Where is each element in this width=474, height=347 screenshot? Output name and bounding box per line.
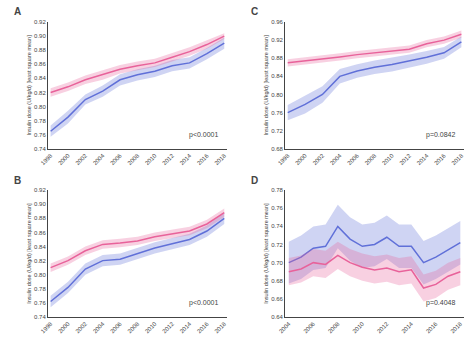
svg-text:2002: 2002 bbox=[74, 320, 88, 334]
svg-text:0.80: 0.80 bbox=[34, 104, 46, 110]
svg-text:2014: 2014 bbox=[179, 320, 193, 334]
svg-text:0.76: 0.76 bbox=[34, 132, 46, 138]
svg-text:Insulin dose (U/kg/d) [least s: Insulin dose (U/kg/d) [least square mean… bbox=[26, 203, 32, 304]
svg-text:A: A bbox=[14, 6, 21, 17]
svg-text:0.70: 0.70 bbox=[271, 260, 283, 266]
svg-text:2008: 2008 bbox=[327, 320, 341, 334]
svg-text:0.80: 0.80 bbox=[34, 272, 46, 278]
svg-text:0.86: 0.86 bbox=[34, 61, 46, 67]
svg-text:2010: 2010 bbox=[144, 152, 158, 166]
svg-text:B: B bbox=[14, 175, 21, 186]
svg-text:2010: 2010 bbox=[144, 320, 158, 334]
svg-text:2004: 2004 bbox=[92, 152, 106, 166]
svg-text:2018: 2018 bbox=[213, 320, 227, 334]
svg-text:0.88: 0.88 bbox=[34, 47, 46, 53]
svg-text:p<0.0001: p<0.0001 bbox=[189, 299, 218, 307]
svg-text:2004: 2004 bbox=[92, 320, 106, 334]
svg-text:0.76: 0.76 bbox=[271, 205, 283, 211]
svg-text:2000: 2000 bbox=[57, 320, 71, 334]
svg-text:0.78: 0.78 bbox=[34, 286, 46, 292]
svg-text:2018: 2018 bbox=[213, 152, 227, 166]
svg-text:D: D bbox=[251, 175, 258, 186]
svg-text:2000: 2000 bbox=[57, 152, 71, 166]
svg-text:0.72: 0.72 bbox=[271, 128, 283, 134]
svg-text:0.84: 0.84 bbox=[34, 244, 46, 250]
svg-text:2012: 2012 bbox=[398, 152, 412, 166]
svg-text:0.78: 0.78 bbox=[34, 118, 46, 124]
svg-text:2016: 2016 bbox=[196, 320, 210, 334]
svg-text:2012: 2012 bbox=[161, 320, 175, 334]
svg-text:p=0.0842: p=0.0842 bbox=[426, 131, 455, 139]
svg-text:0.82: 0.82 bbox=[34, 258, 46, 264]
svg-text:2016: 2016 bbox=[196, 152, 210, 166]
svg-text:0.68: 0.68 bbox=[271, 278, 283, 284]
svg-text:0.90: 0.90 bbox=[34, 201, 46, 207]
svg-text:2014: 2014 bbox=[400, 320, 414, 334]
svg-text:2014: 2014 bbox=[416, 152, 430, 166]
svg-text:0.88: 0.88 bbox=[271, 55, 283, 61]
svg-text:2016: 2016 bbox=[433, 152, 447, 166]
svg-text:2008: 2008 bbox=[127, 152, 141, 166]
svg-text:0.68: 0.68 bbox=[271, 146, 283, 152]
svg-text:2006: 2006 bbox=[109, 320, 123, 334]
svg-text:2000: 2000 bbox=[294, 152, 308, 166]
svg-text:0.78: 0.78 bbox=[271, 187, 283, 193]
svg-text:0.92: 0.92 bbox=[34, 187, 46, 193]
svg-text:0.74: 0.74 bbox=[271, 223, 283, 229]
svg-text:0.80: 0.80 bbox=[271, 92, 283, 98]
svg-text:0.74: 0.74 bbox=[34, 146, 46, 152]
svg-text:0.90: 0.90 bbox=[34, 33, 46, 39]
svg-text:0.72: 0.72 bbox=[271, 242, 283, 248]
svg-text:2004: 2004 bbox=[278, 320, 292, 334]
svg-text:2006: 2006 bbox=[302, 320, 316, 334]
svg-text:0.88: 0.88 bbox=[34, 215, 46, 221]
svg-text:2014: 2014 bbox=[179, 152, 193, 166]
svg-text:p<0.0001: p<0.0001 bbox=[189, 131, 218, 139]
svg-text:0.76: 0.76 bbox=[34, 300, 46, 306]
svg-text:Insulin dose (U/kg/d) [least s: Insulin dose (U/kg/d) [least square mean… bbox=[263, 203, 269, 304]
svg-text:0.74: 0.74 bbox=[34, 314, 46, 320]
svg-text:2006: 2006 bbox=[346, 152, 360, 166]
svg-text:2004: 2004 bbox=[329, 152, 343, 166]
svg-text:1998: 1998 bbox=[40, 152, 54, 166]
svg-text:0.92: 0.92 bbox=[34, 19, 46, 25]
svg-text:0.84: 0.84 bbox=[271, 73, 283, 79]
svg-text:1998: 1998 bbox=[277, 152, 291, 166]
svg-text:Insulin dose (U/kg/d) [least s: Insulin dose (U/kg/d) [least square mean… bbox=[26, 35, 32, 136]
svg-text:0.92: 0.92 bbox=[271, 37, 283, 43]
svg-text:2002: 2002 bbox=[74, 152, 88, 166]
svg-text:2012: 2012 bbox=[376, 320, 390, 334]
svg-text:0.76: 0.76 bbox=[271, 110, 283, 116]
svg-text:2008: 2008 bbox=[127, 320, 141, 334]
svg-text:2016: 2016 bbox=[425, 320, 439, 334]
svg-text:0.64: 0.64 bbox=[271, 314, 283, 320]
svg-text:2018: 2018 bbox=[449, 320, 463, 334]
svg-text:2012: 2012 bbox=[161, 152, 175, 166]
svg-text:0.86: 0.86 bbox=[34, 230, 46, 236]
svg-text:1998: 1998 bbox=[40, 320, 54, 334]
svg-text:p=0.4048: p=0.4048 bbox=[426, 299, 455, 307]
svg-text:0.82: 0.82 bbox=[34, 90, 46, 96]
svg-text:2010: 2010 bbox=[351, 320, 365, 334]
svg-text:2002: 2002 bbox=[312, 152, 326, 166]
svg-text:0.66: 0.66 bbox=[271, 296, 283, 302]
svg-text:2008: 2008 bbox=[364, 152, 378, 166]
svg-text:0.96: 0.96 bbox=[271, 19, 283, 25]
svg-text:0.84: 0.84 bbox=[34, 75, 46, 81]
svg-text:2018: 2018 bbox=[451, 152, 465, 166]
svg-text:2010: 2010 bbox=[381, 152, 395, 166]
svg-text:Insulin dose (U/kg/d) [least s: Insulin dose (U/kg/d) [least square mean… bbox=[263, 35, 269, 136]
svg-text:2006: 2006 bbox=[109, 152, 123, 166]
svg-text:C: C bbox=[251, 6, 258, 17]
